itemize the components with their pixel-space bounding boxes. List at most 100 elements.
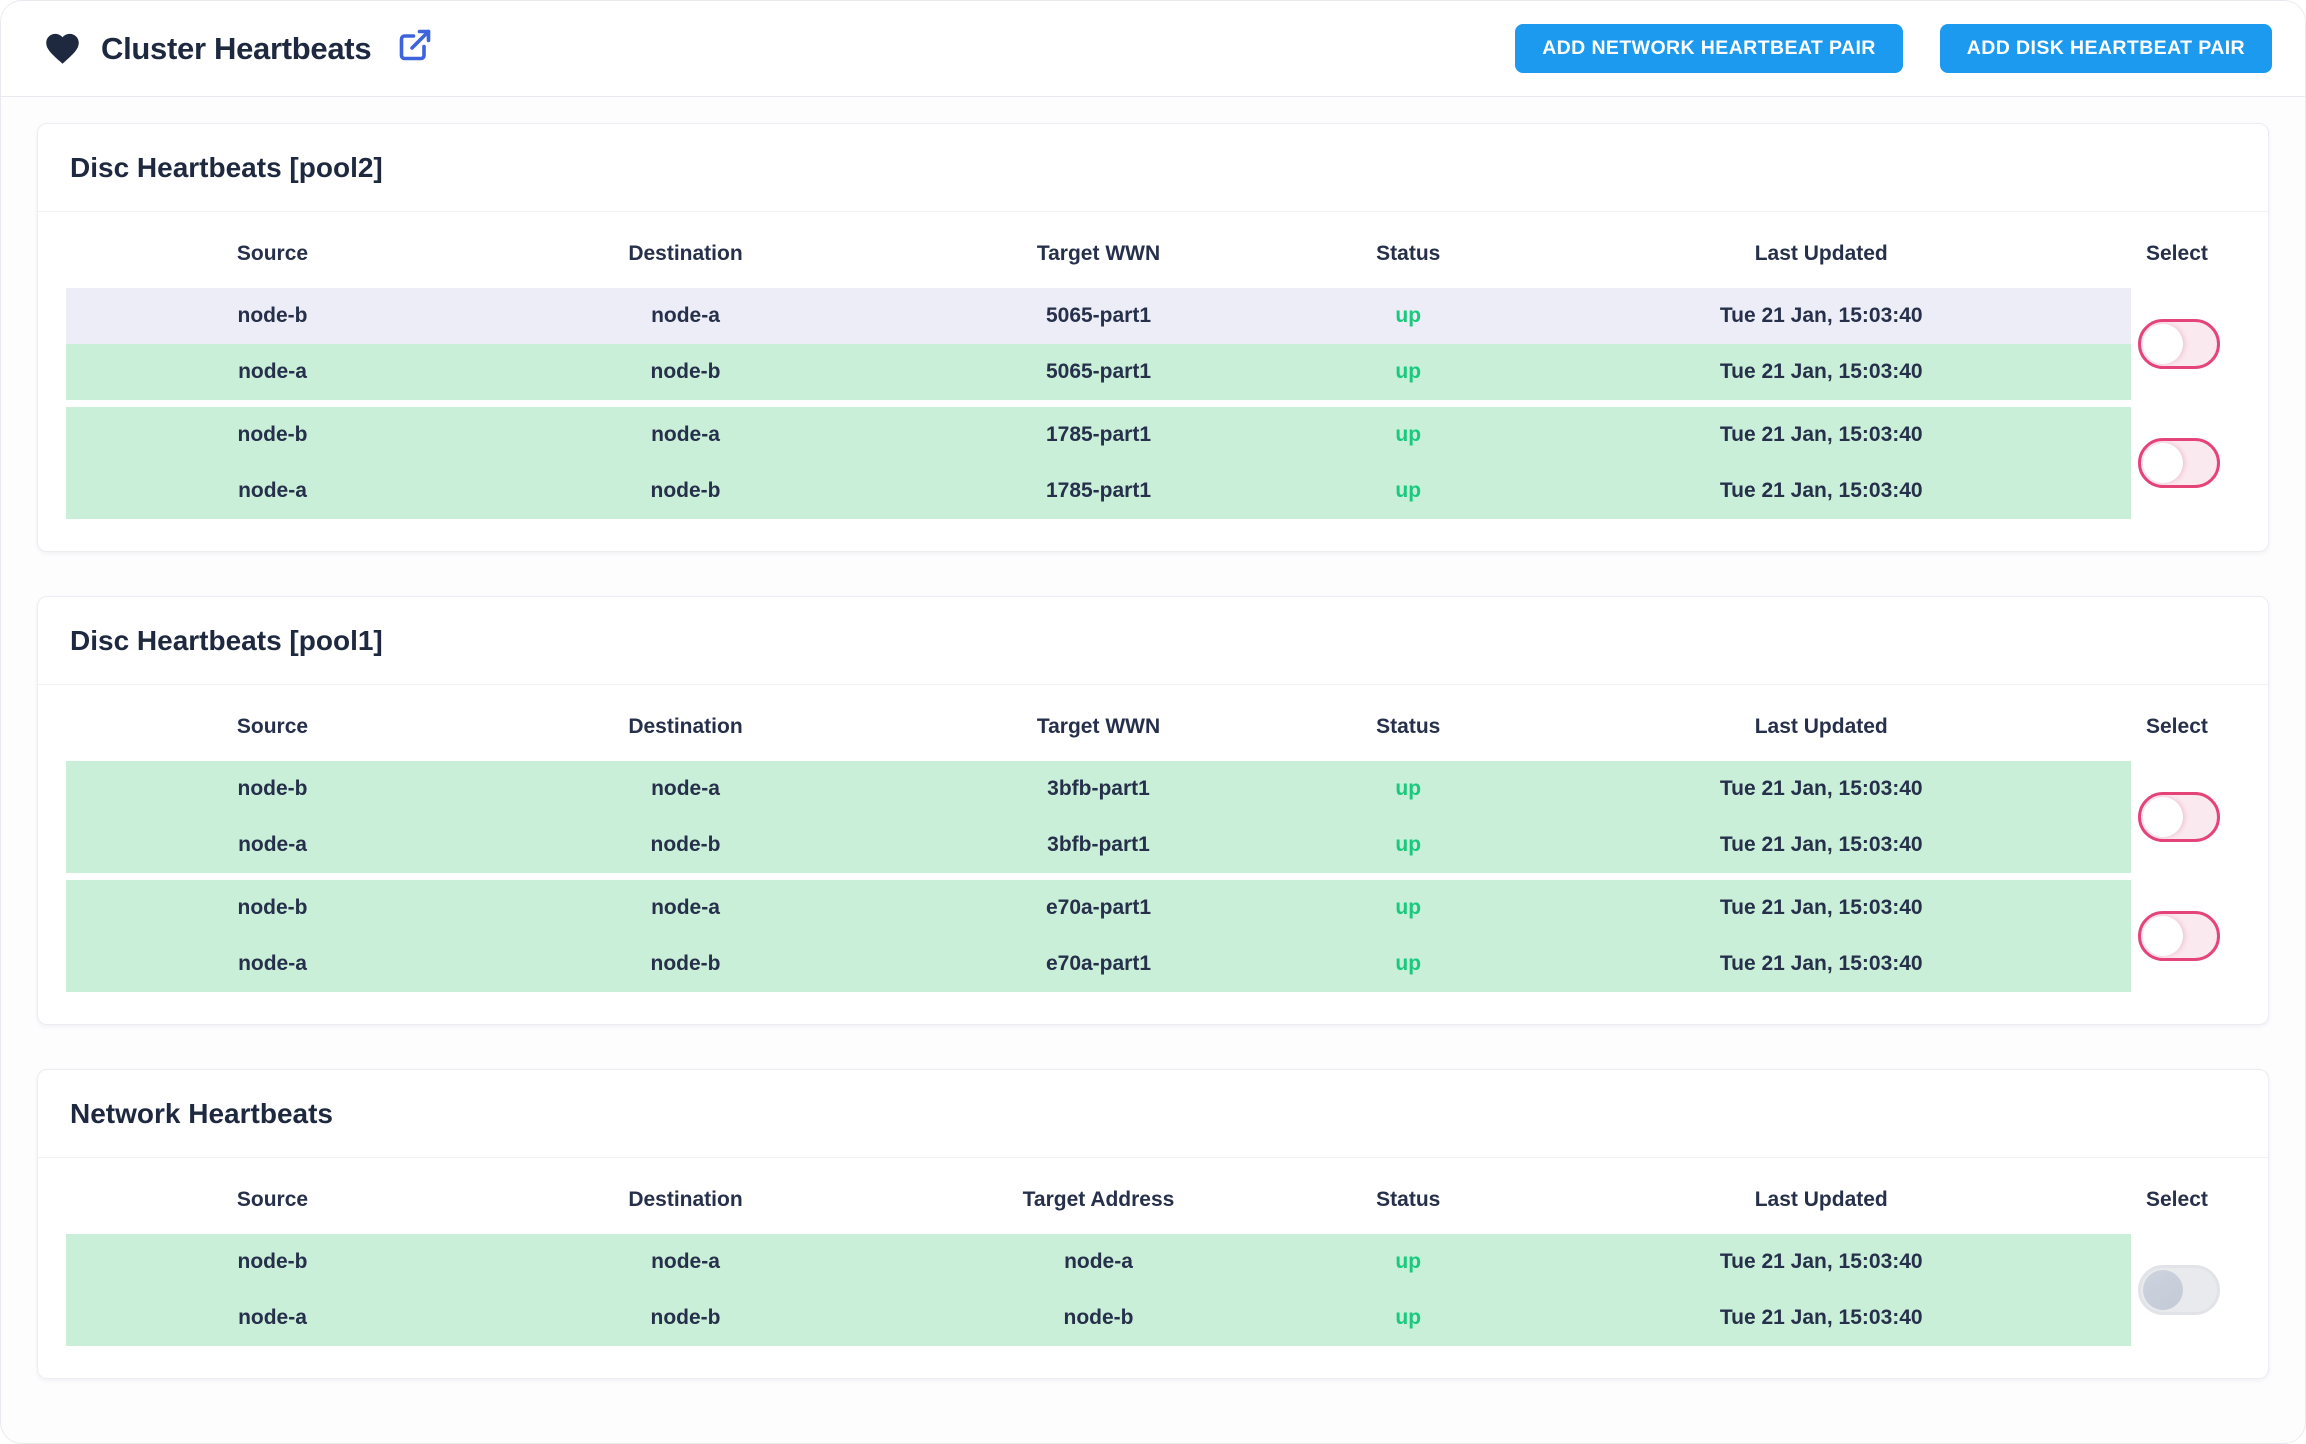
page-header: Cluster Heartbeats ADD NETWORK HEARTBEAT… [1, 1, 2305, 97]
table-row: node-b node-a 5065-part1 up Tue 21 Jan, 15:0… [66, 288, 2131, 344]
heartbeat-card: Disc Heartbeats [pool1] Source Destinatio… [37, 596, 2269, 1025]
column-header: Source [236, 1188, 309, 1211]
cell-target: e70a-part1 [1045, 896, 1152, 919]
table-header-row: Source Destination Target Address Status Las… [66, 1188, 2131, 1212]
pair-rows: node-b node-a 3bfb-part1 up Tue 21 Jan, 15:0… [66, 761, 2131, 873]
select-toggle[interactable] [2138, 438, 2220, 488]
card-title: Disc Heartbeats [pool2] [70, 151, 383, 183]
cell-target: node-a [1064, 1250, 1133, 1273]
cell-destination: node-b [650, 360, 721, 383]
cell-source: node-b [237, 423, 308, 446]
card-title: Disc Heartbeats [pool1] [70, 624, 383, 656]
cell-last-updated: Tue 21 Jan, 15:03:40 [1719, 423, 1923, 446]
cell-destination: node-b [650, 1306, 721, 1329]
cell-last-updated: Tue 21 Jan, 15:03:40 [1719, 304, 1923, 327]
column-header: Target WWN [1036, 715, 1161, 738]
page-title: Cluster Heartbeats [101, 30, 372, 66]
table-row: node-a node-b 1785-part1 up Tue 21 Jan, 15:0… [66, 463, 2131, 519]
select-header-cell: Select [2131, 242, 2268, 266]
page-title-group: Cluster Heartbeats [43, 29, 433, 68]
column-header: Last Updated [1754, 1188, 1888, 1211]
table-row: node-a node-b node-b up Tue 21 Jan, 15:03:40 [66, 1290, 2131, 1346]
cell-status: up [1395, 952, 1422, 975]
column-header: Last Updated [1754, 242, 1888, 265]
table-row: node-b node-a e70a-part1 up Tue 21 Jan, 15:0… [66, 880, 2131, 936]
cell-source: node-a [238, 952, 307, 975]
toggle-knob [2143, 797, 2183, 837]
cell-destination: node-a [651, 896, 720, 919]
cell-last-updated: Tue 21 Jan, 15:03:40 [1719, 360, 1923, 383]
select-cell [2131, 407, 2268, 519]
select-toggle[interactable] [2138, 1265, 2220, 1315]
add-network-heartbeat-pair-button[interactable]: ADD NETWORK HEARTBEAT PAIR [1515, 24, 1903, 73]
select-toggle[interactable] [2138, 319, 2220, 369]
card-body: Source Destination Target WWN Status Last Up… [38, 212, 2268, 551]
cell-status: up [1395, 1306, 1422, 1329]
table-row: node-b node-a 3bfb-part1 up Tue 21 Jan, 15:0… [66, 761, 2131, 817]
external-link-icon[interactable] [397, 27, 433, 63]
cell-destination: node-a [651, 1250, 720, 1273]
cell-last-updated: Tue 21 Jan, 15:03:40 [1719, 1250, 1923, 1273]
add-disk-heartbeat-pair-button[interactable]: ADD DISK HEARTBEAT PAIR [1939, 24, 2272, 73]
cell-status: up [1395, 1250, 1422, 1273]
cell-destination: node-b [650, 952, 721, 975]
table-header: Source Destination Target WWN Status Last Up… [66, 212, 2268, 288]
cell-target: 5065-part1 [1045, 360, 1152, 383]
heartbeat-pair-group: node-b node-a 3bfb-part1 up Tue 21 Jan, 15:0… [66, 761, 2268, 873]
cell-last-updated: Tue 21 Jan, 15:03:40 [1719, 833, 1923, 856]
heartbeat-card: Disc Heartbeats [pool2] Source Destinatio… [37, 123, 2269, 552]
table-row: node-b node-a 1785-part1 up Tue 21 Jan, 15:0… [66, 407, 2131, 463]
column-header: Status [1376, 242, 1441, 265]
cell-last-updated: Tue 21 Jan, 15:03:40 [1719, 952, 1923, 975]
select-toggle[interactable] [2138, 792, 2220, 842]
select-column-header: Select [2146, 715, 2208, 738]
cell-status: up [1395, 479, 1422, 502]
card-header: Network Heartbeats [38, 1070, 2268, 1158]
table-body: node-b node-a 3bfb-part1 up Tue 21 Jan, 15:0… [66, 761, 2268, 992]
column-header: Status [1376, 715, 1441, 738]
cell-last-updated: Tue 21 Jan, 15:03:40 [1719, 479, 1923, 502]
cell-status: up [1395, 777, 1422, 800]
heartbeat-card: Network Heartbeats Source Destination Targ… [37, 1069, 2269, 1379]
heart-icon [43, 29, 82, 68]
pair-rows: node-b node-a e70a-part1 up Tue 21 Jan, 15:0… [66, 880, 2131, 992]
cell-status: up [1395, 360, 1422, 383]
toggle-knob [2143, 324, 2183, 364]
card-body: Source Destination Target WWN Status Last Up… [38, 685, 2268, 1024]
table-row: node-a node-b 5065-part1 up Tue 21 Jan, 15:0… [66, 344, 2131, 400]
cell-source: node-b [237, 304, 308, 327]
cell-source: node-a [238, 479, 307, 502]
cell-target: 5065-part1 [1045, 304, 1152, 327]
card-header: Disc Heartbeats [pool1] [38, 597, 2268, 685]
cell-source: node-a [238, 833, 307, 856]
cell-source: node-b [237, 1250, 308, 1273]
column-header: Destination [628, 1188, 743, 1211]
select-cell [2131, 761, 2268, 873]
heartbeat-pair-group: node-b node-a e70a-part1 up Tue 21 Jan, 15:0… [66, 880, 2268, 992]
pair-rows: node-b node-a 5065-part1 up Tue 21 Jan, 15:0… [66, 288, 2131, 400]
cell-source: node-a [238, 1306, 307, 1329]
cell-last-updated: Tue 21 Jan, 15:03:40 [1719, 1306, 1923, 1329]
table-row: node-b node-a node-a up Tue 21 Jan, 15:03:40 [66, 1234, 2131, 1290]
pair-rows: node-b node-a node-a up Tue 21 Jan, 15:03:40… [66, 1234, 2131, 1346]
select-header-cell: Select [2131, 1188, 2268, 1212]
column-header: Source [236, 242, 309, 265]
cell-destination: node-a [651, 777, 720, 800]
cell-destination: node-b [650, 833, 721, 856]
cell-destination: node-a [651, 304, 720, 327]
cell-status: up [1395, 833, 1422, 856]
heartbeat-pair-group: node-b node-a 5065-part1 up Tue 21 Jan, 15:0… [66, 288, 2268, 400]
column-header: Destination [628, 242, 743, 265]
select-column-header: Select [2146, 242, 2208, 265]
column-header: Target WWN [1036, 242, 1161, 265]
select-toggle[interactable] [2138, 911, 2220, 961]
table-header-row: Source Destination Target WWN Status Last Up… [66, 242, 2131, 266]
cell-source: node-b [237, 896, 308, 919]
column-header: Target Address [1022, 1188, 1175, 1211]
cards-container: Disc Heartbeats [pool2] Source Destinatio… [1, 97, 2305, 1379]
cell-status: up [1395, 304, 1422, 327]
column-header: Last Updated [1754, 715, 1888, 738]
cell-last-updated: Tue 21 Jan, 15:03:40 [1719, 896, 1923, 919]
cell-target: 1785-part1 [1045, 479, 1152, 502]
